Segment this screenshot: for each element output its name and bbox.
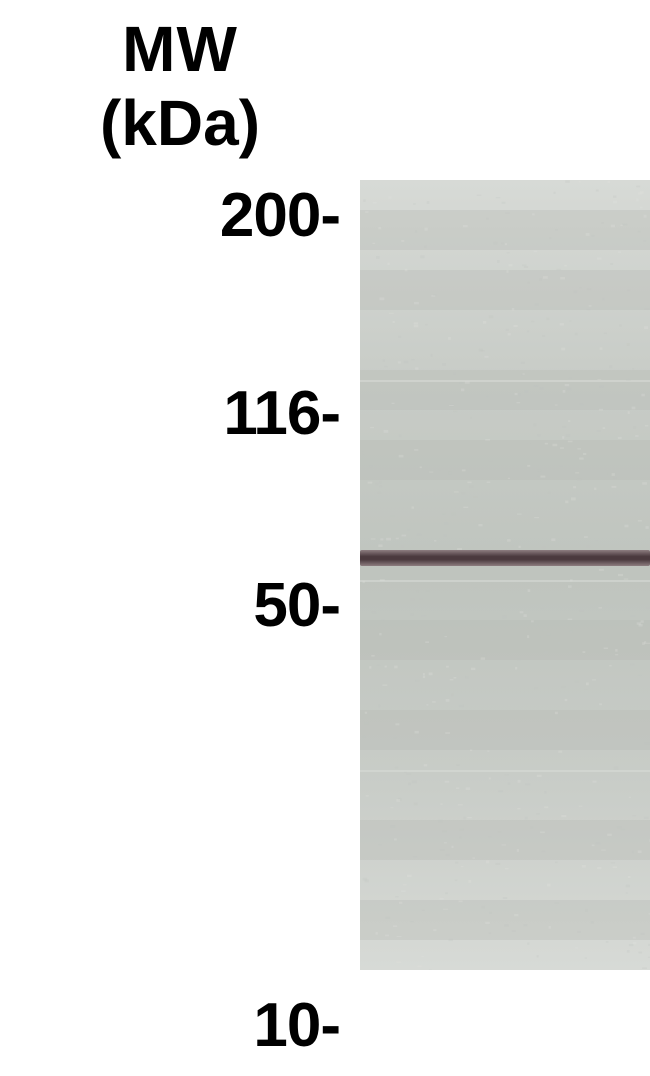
mw-marker-1: 116- [40, 378, 340, 449]
mw-marker-3: 10- [40, 990, 340, 1061]
axis-title-unit: (kDa) [0, 86, 360, 160]
blot-background [360, 180, 650, 970]
mw-marker-2: 50- [40, 570, 340, 641]
axis-title-mw: MW [0, 12, 360, 86]
blot-lane [360, 180, 650, 970]
mw-marker-0: 200- [40, 180, 340, 251]
protein-band [360, 550, 650, 566]
